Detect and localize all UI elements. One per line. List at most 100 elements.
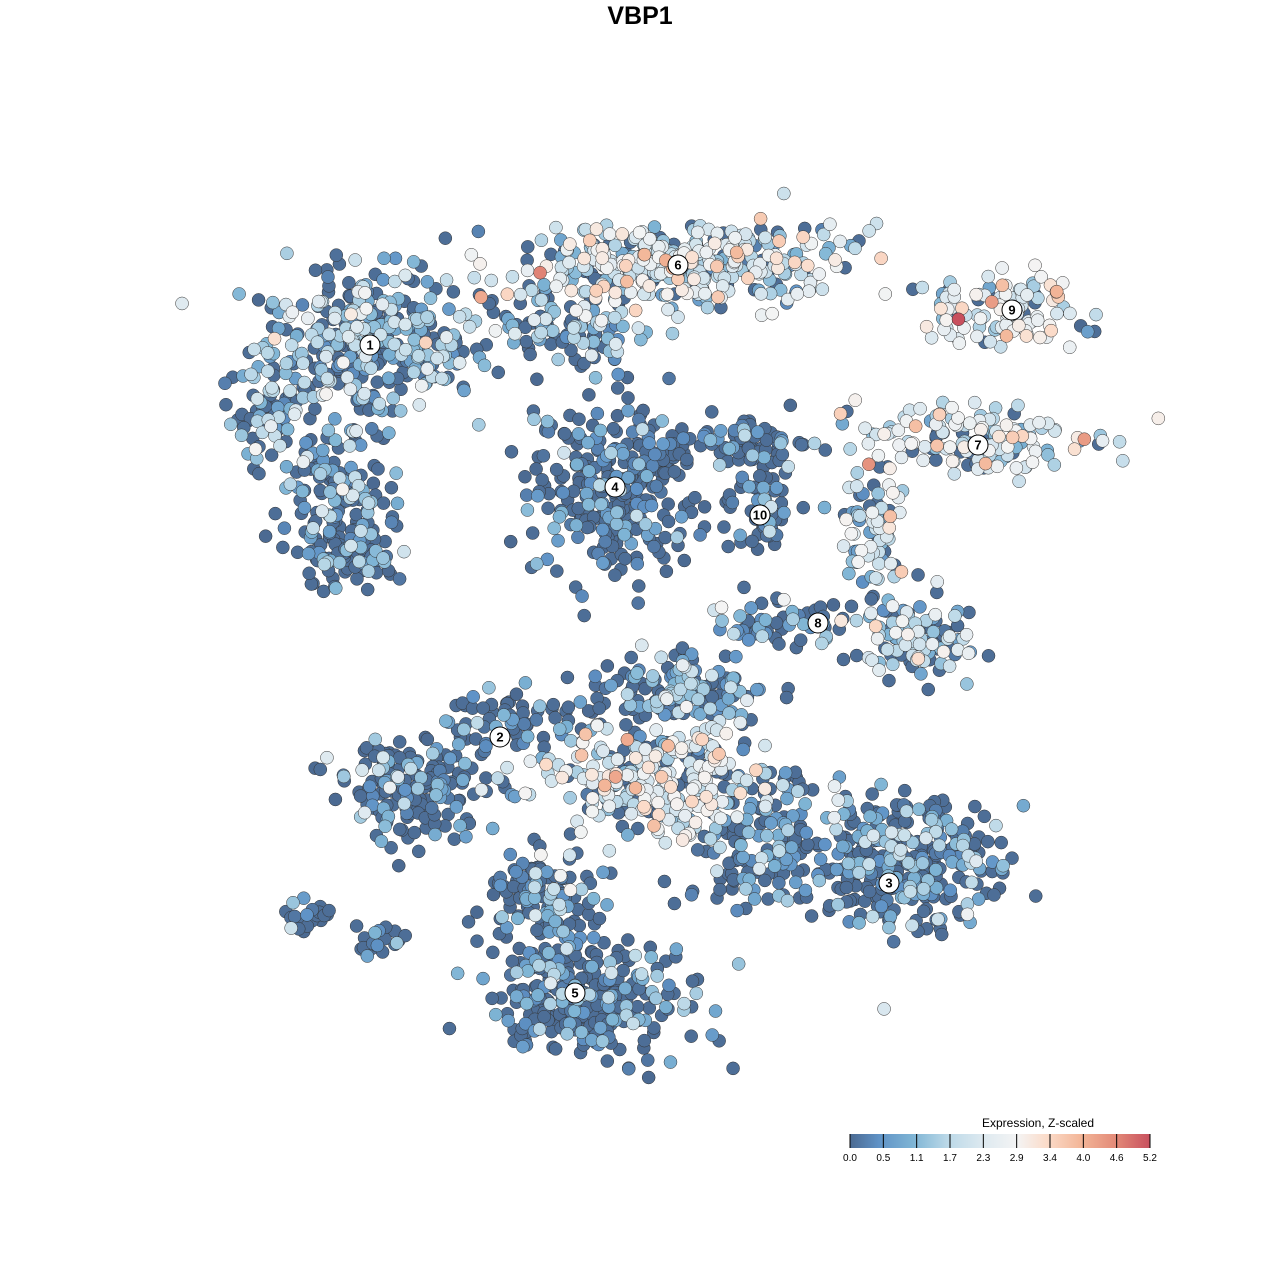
- data-point: [961, 646, 976, 661]
- legend-tick-label: 5.2: [1143, 1153, 1157, 1164]
- data-point: [398, 342, 413, 357]
- data-point: [617, 527, 632, 542]
- data-point: [1067, 442, 1082, 456]
- data-point: [533, 699, 547, 713]
- data-point: [391, 770, 405, 784]
- data-point: [315, 443, 330, 458]
- data-point: [388, 251, 403, 266]
- data-point: [1009, 461, 1024, 475]
- data-point: [630, 666, 644, 680]
- data-point: [344, 307, 358, 322]
- data-point: [897, 828, 912, 842]
- data-point: [852, 916, 866, 930]
- data-point: [772, 844, 786, 858]
- data-point: [371, 462, 385, 476]
- data-point: [787, 255, 802, 270]
- data-point: [552, 722, 567, 736]
- data-point: [584, 348, 599, 363]
- data-point: [800, 258, 815, 273]
- data-point: [735, 470, 749, 485]
- data-point: [703, 701, 717, 716]
- data-point: [322, 903, 336, 918]
- data-point: [585, 804, 599, 819]
- data-point: [595, 251, 609, 265]
- chart-title: VBP1: [607, 2, 673, 30]
- data-point: [850, 479, 864, 493]
- data-point: [520, 503, 535, 517]
- data-point: [994, 835, 1008, 850]
- data-point: [739, 882, 753, 896]
- data-point: [734, 838, 748, 852]
- data-point: [959, 627, 974, 642]
- points: [175, 186, 1166, 1085]
- data-point: [831, 897, 845, 912]
- data-point: [620, 732, 635, 747]
- data-point: [707, 236, 722, 251]
- data-point: [790, 287, 804, 301]
- data-point: [328, 792, 343, 807]
- data-point: [574, 825, 588, 839]
- data-point: [624, 650, 638, 665]
- data-point: [420, 362, 435, 376]
- data-point: [258, 529, 273, 543]
- data-point: [780, 791, 794, 806]
- data-point: [804, 909, 819, 923]
- data-point: [534, 233, 549, 247]
- data-point: [518, 786, 533, 801]
- data-point: [313, 467, 328, 481]
- data-point: [619, 259, 633, 273]
- data-point: [575, 589, 589, 603]
- data-point: [861, 436, 876, 451]
- data-point: [655, 414, 669, 428]
- data-point: [296, 455, 311, 469]
- data-point: [762, 524, 777, 539]
- data-point: [721, 691, 736, 706]
- data-point: [563, 883, 578, 897]
- cluster-label: 3: [878, 872, 900, 894]
- data-point: [386, 391, 400, 406]
- legend-title: Expression, Z-scaled: [982, 1116, 1094, 1130]
- data-point: [616, 963, 630, 978]
- data-point: [540, 414, 555, 429]
- data-point: [319, 387, 333, 401]
- data-point: [604, 966, 619, 980]
- data-point: [284, 921, 298, 935]
- data-point: [382, 426, 396, 440]
- data-point: [817, 500, 832, 515]
- data-point: [728, 231, 742, 245]
- data-point: [411, 844, 426, 859]
- data-point: [842, 566, 856, 581]
- data-point: [340, 370, 355, 385]
- data-point: [595, 1034, 610, 1048]
- data-point: [871, 486, 885, 501]
- data-point: [368, 925, 382, 940]
- data-point: [439, 273, 454, 287]
- data-point: [374, 834, 389, 848]
- data-point: [894, 450, 909, 465]
- data-point: [777, 505, 791, 520]
- data-point: [739, 773, 754, 788]
- data-point: [322, 524, 337, 539]
- data-point: [553, 868, 568, 883]
- data-point: [932, 407, 947, 422]
- data-point: [628, 948, 643, 963]
- data-point: [687, 272, 701, 287]
- data-point: [593, 1021, 608, 1035]
- data-point: [637, 247, 652, 262]
- data-point: [665, 326, 680, 341]
- data-point: [700, 300, 715, 315]
- data-point: [355, 763, 369, 777]
- data-point: [973, 311, 988, 326]
- data-point: [323, 485, 337, 499]
- data-point: [981, 834, 995, 849]
- data-point: [1080, 324, 1095, 339]
- data-point: [903, 884, 918, 899]
- data-point: [619, 718, 633, 732]
- data-point: [393, 404, 408, 418]
- data-point: [234, 428, 249, 443]
- data-point: [251, 293, 266, 307]
- data-point: [489, 1007, 503, 1022]
- data-point: [967, 395, 982, 410]
- data-point: [457, 722, 471, 737]
- data-point: [429, 788, 443, 802]
